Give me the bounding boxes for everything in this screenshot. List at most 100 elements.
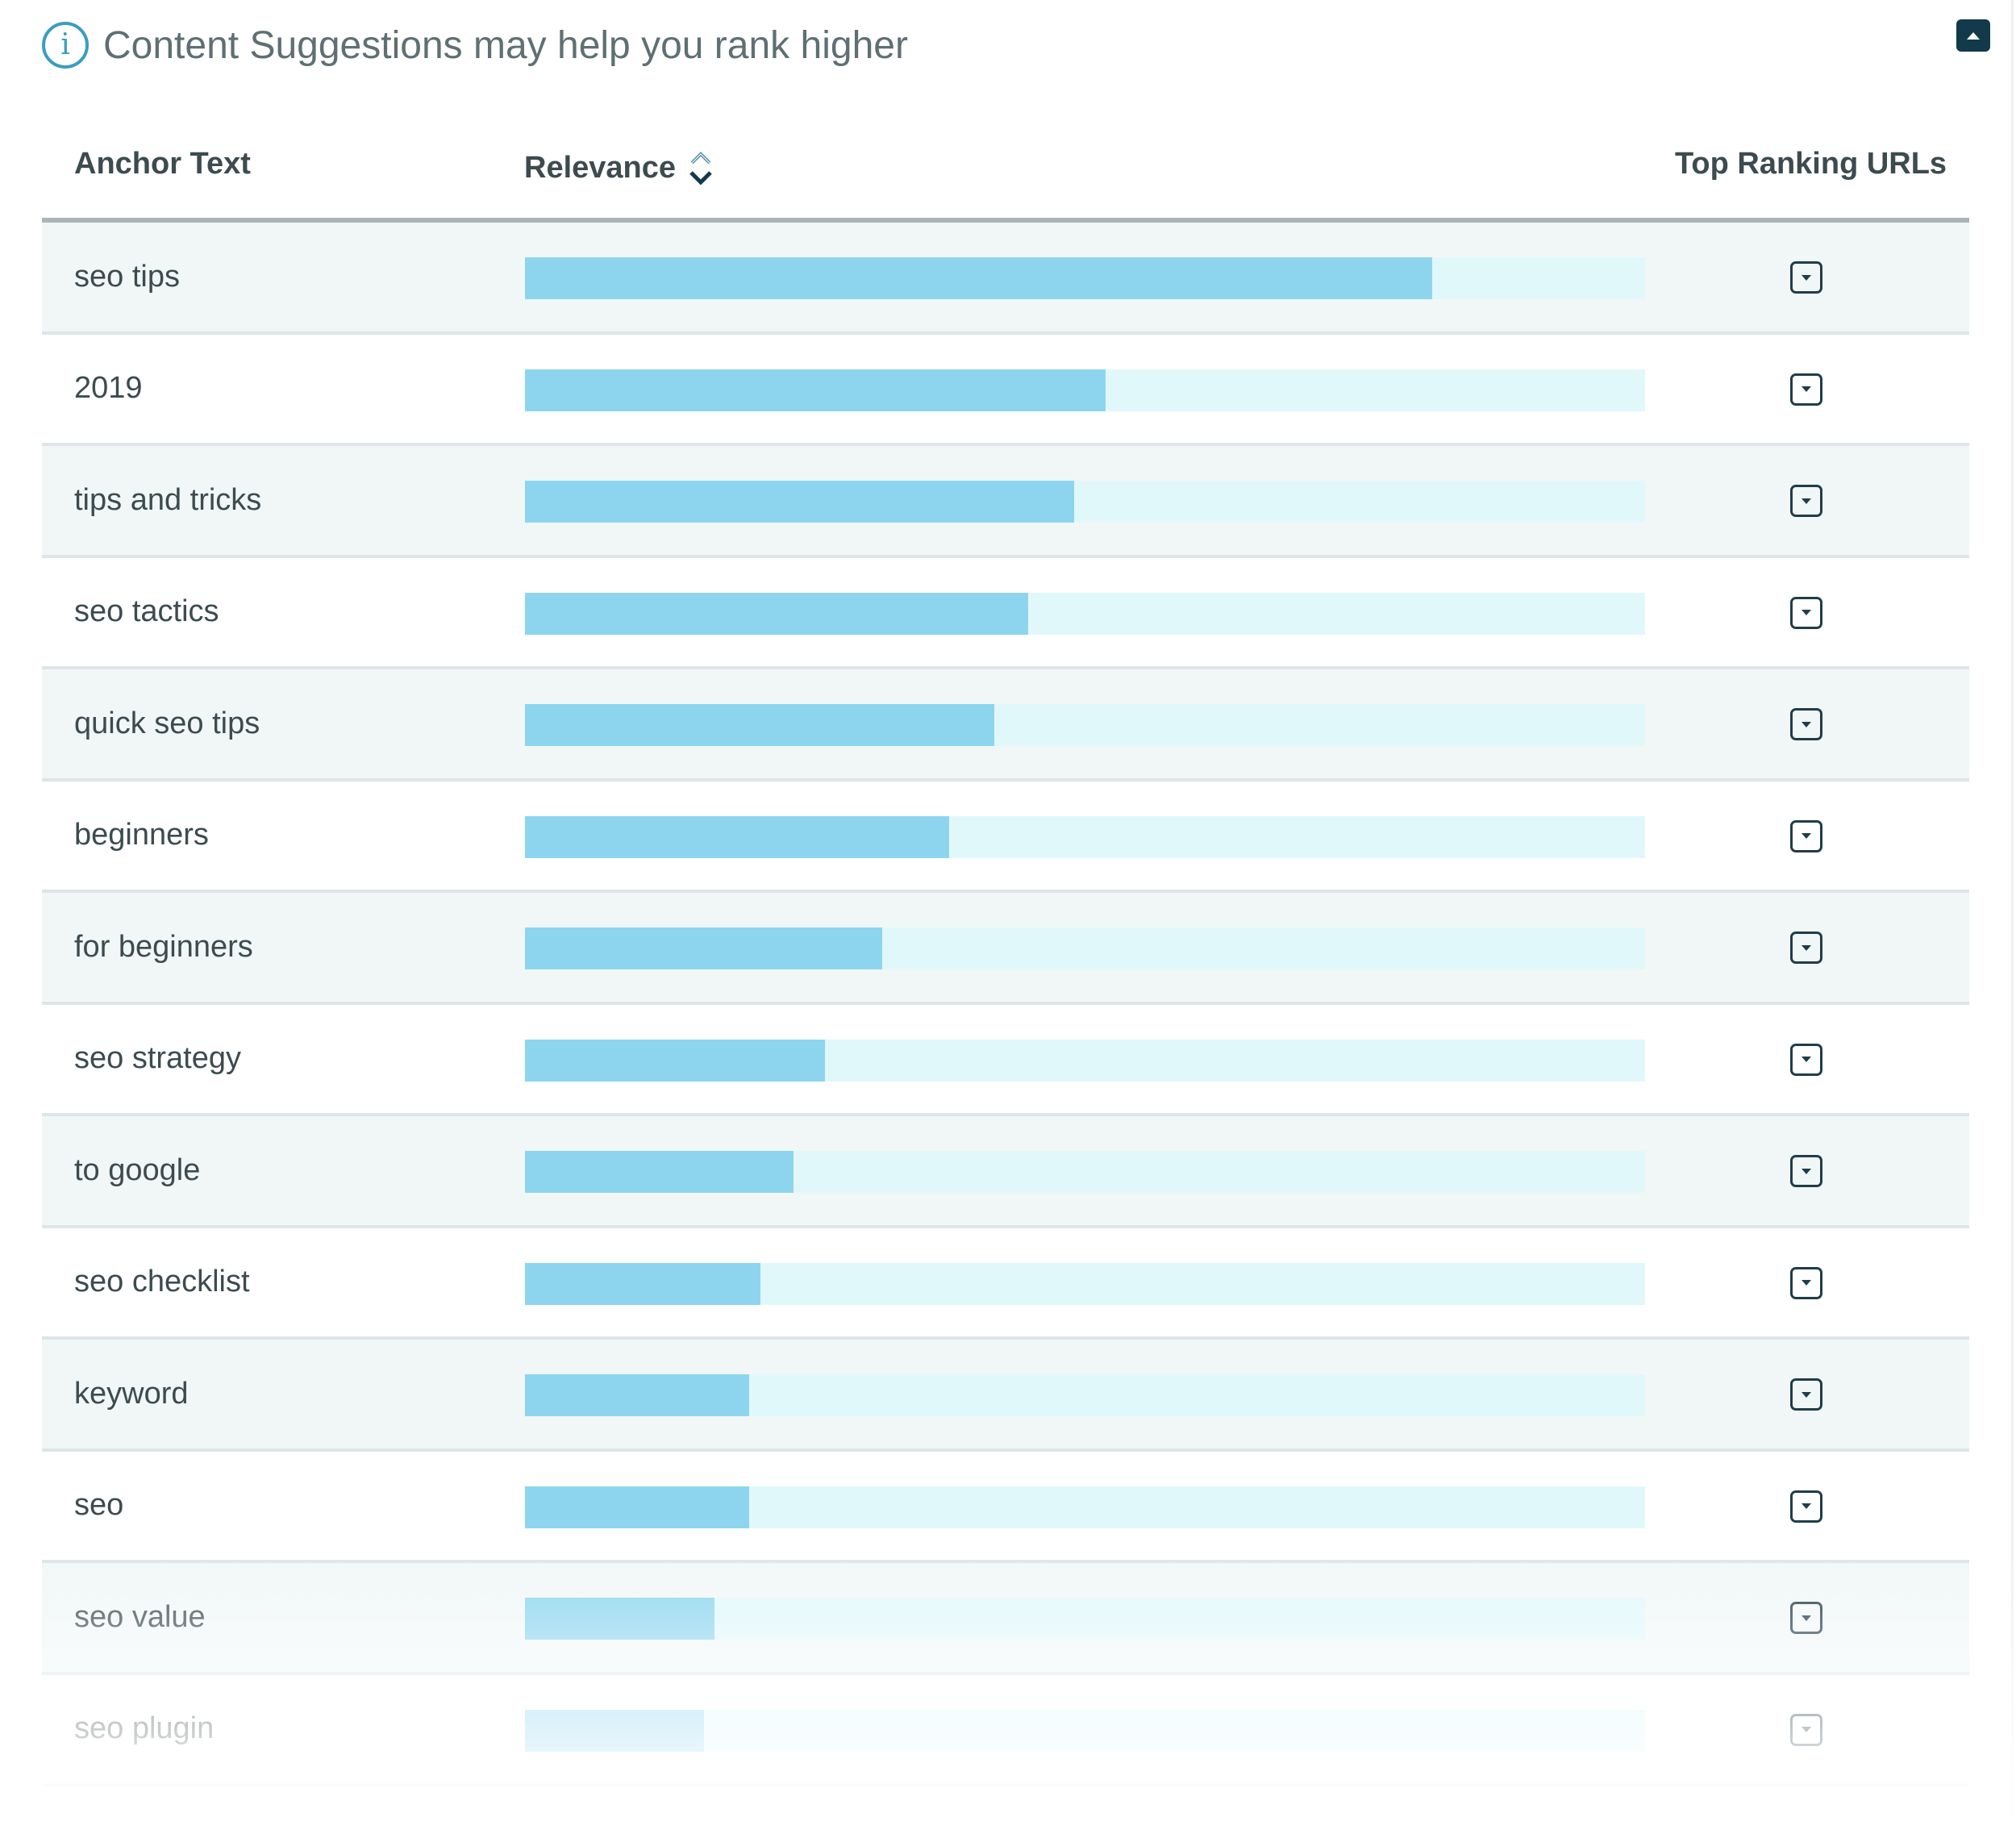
relevance-bar-fill	[525, 257, 1433, 299]
relevance-bar-track	[525, 815, 1645, 858]
expand-urls-button[interactable]	[1790, 1490, 1822, 1523]
panel-title: Content Suggestions may help you rank hi…	[103, 23, 908, 67]
column-header-anchor-text: Anchor Text	[74, 147, 251, 181]
expand-urls-button[interactable]	[1790, 1155, 1822, 1187]
relevance-bar-track	[525, 1039, 1645, 1082]
expand-urls-button[interactable]	[1790, 708, 1822, 740]
anchor-text-cell: 2019	[74, 371, 143, 405]
table-row: for beginners	[42, 893, 1969, 1005]
header-divider	[42, 218, 1969, 223]
table-row: seo tactics	[42, 558, 1969, 669]
anchor-text-cell: to google	[74, 1153, 201, 1187]
relevance-bar-fill	[525, 927, 883, 969]
table-row: beginners	[42, 782, 1969, 893]
expand-urls-button[interactable]	[1790, 1266, 1822, 1299]
table-row: seo checklist	[42, 1228, 1969, 1340]
anchor-text-cell: seo strategy	[74, 1041, 241, 1075]
anchor-text-cell: seo plugin	[74, 1711, 215, 1745]
anchor-text-cell: tips and tricks	[74, 482, 262, 517]
expand-urls-button[interactable]	[1790, 819, 1822, 852]
relevance-bar-track	[525, 927, 1645, 969]
relevance-bar-fill	[525, 815, 950, 858]
table-row: seo value	[42, 1563, 1969, 1675]
relevance-bar-track	[525, 1709, 1645, 1752]
expand-urls-button[interactable]	[1790, 1713, 1822, 1746]
caret-down-icon	[1801, 833, 1811, 839]
relevance-bar-track	[525, 481, 1645, 523]
column-header-relevance-label: Relevance	[524, 150, 677, 185]
caret-down-icon	[1801, 1503, 1811, 1509]
caret-down-icon	[1801, 498, 1811, 504]
caret-down-icon	[1801, 386, 1811, 392]
relevance-bar-fill	[525, 1151, 794, 1193]
table-row: 2019	[42, 335, 1969, 446]
expand-urls-button[interactable]	[1790, 1043, 1822, 1076]
caret-down-icon	[1801, 1727, 1811, 1732]
table-row: seo	[42, 1452, 1969, 1563]
column-header-relevance[interactable]: Relevance	[524, 147, 714, 189]
caret-down-icon	[1801, 721, 1811, 727]
relevance-bar-fill	[525, 704, 994, 746]
caret-down-icon	[1801, 1057, 1811, 1062]
sort-updown-icon[interactable]	[687, 147, 714, 189]
table-header: Anchor Text Relevance Top Ranking URLs	[42, 121, 1969, 218]
caret-down-icon	[1801, 1168, 1811, 1174]
relevance-bar-track	[525, 1262, 1645, 1305]
caret-down-icon	[1801, 1615, 1811, 1621]
relevance-bar-fill	[525, 481, 1074, 523]
relevance-bar-fill	[525, 1486, 749, 1528]
panel-header: i Content Suggestions may help you rank …	[42, 16, 908, 74]
suggestions-table-body: seo tips 2019 tips and tricks seo tactics qu…	[42, 223, 1969, 1786]
relevance-bar-track	[525, 257, 1645, 299]
relevance-bar-track	[525, 1374, 1645, 1416]
caret-down-icon	[1801, 944, 1811, 951]
anchor-text-cell: seo checklist	[74, 1265, 250, 1298]
relevance-bar-track	[525, 1151, 1645, 1193]
expand-urls-button[interactable]	[1790, 485, 1822, 517]
anchor-text-cell: keyword	[74, 1376, 189, 1411]
relevance-bar-track	[525, 704, 1645, 746]
relevance-bar-fill	[525, 592, 1028, 635]
table-row: seo plugin	[42, 1675, 1969, 1786]
info-icon-glyph: i	[60, 28, 70, 61]
relevance-bar-track	[525, 1486, 1645, 1528]
table-row: quick seo tips	[42, 669, 1969, 782]
anchor-text-cell: seo tactics	[74, 594, 219, 628]
relevance-bar-track	[525, 369, 1645, 411]
table-row: to google	[42, 1116, 1969, 1228]
expand-urls-button[interactable]	[1790, 373, 1822, 406]
anchor-text-cell: seo tips	[74, 259, 180, 294]
relevance-bar-fill	[525, 1039, 826, 1082]
relevance-bar-track	[525, 1598, 1645, 1640]
table-row: tips and tricks	[42, 446, 1969, 558]
info-icon: i	[42, 22, 89, 69]
table-row: keyword	[42, 1340, 1969, 1452]
collapse-button[interactable]	[1956, 19, 1990, 52]
caret-down-icon	[1801, 274, 1811, 281]
expand-urls-button[interactable]	[1790, 1378, 1822, 1411]
expand-urls-button[interactable]	[1790, 932, 1822, 964]
anchor-text-cell: seo value	[74, 1599, 206, 1634]
panel-right-border	[2011, 0, 2014, 1834]
column-header-top-ranking-urls: Top Ranking URLs	[1675, 147, 1947, 181]
table-row: seo strategy	[42, 1005, 1969, 1116]
anchor-text-cell: for beginners	[74, 929, 253, 964]
relevance-bar-fill	[525, 1598, 714, 1640]
caret-up-icon	[1967, 31, 1980, 40]
anchor-text-cell: quick seo tips	[74, 706, 260, 740]
relevance-bar-track	[525, 592, 1645, 635]
relevance-bar-fill	[525, 1262, 760, 1305]
caret-down-icon	[1801, 1391, 1811, 1398]
table-row: seo tips	[42, 223, 1969, 335]
relevance-bar-fill	[525, 1374, 749, 1416]
relevance-bar-fill	[525, 1709, 705, 1752]
anchor-text-cell: seo	[74, 1488, 124, 1522]
expand-urls-button[interactable]	[1790, 261, 1822, 294]
expand-urls-button[interactable]	[1790, 596, 1822, 629]
anchor-text-cell: beginners	[74, 818, 209, 852]
caret-down-icon	[1801, 610, 1811, 615]
relevance-bar-fill	[525, 369, 1106, 411]
expand-urls-button[interactable]	[1790, 1602, 1822, 1634]
caret-down-icon	[1801, 1280, 1811, 1286]
